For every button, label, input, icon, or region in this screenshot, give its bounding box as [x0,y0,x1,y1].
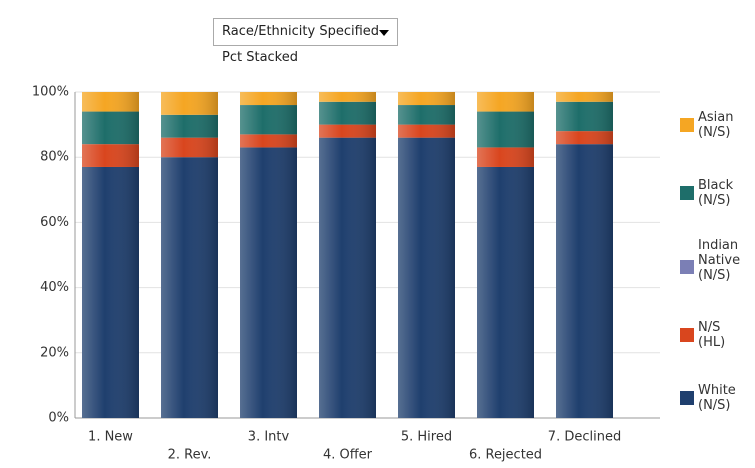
x-tick-label: 3. Intv [248,430,290,445]
dropdown-arrow[interactable] [379,30,389,36]
x-tick-label: 2. Rev. [168,448,212,463]
bar-shade [161,92,218,418]
y-tick-label: 0% [48,411,69,426]
y-tick-label: 100% [32,85,69,100]
legend-swatch [680,186,694,200]
legend-label: Asian (N/S) [698,110,734,140]
legend-swatch [680,391,694,405]
x-tick-label: 4. Offer [323,448,373,463]
legend-label: Indian Native (N/S) [698,238,741,283]
bar-shade [82,92,139,418]
bar-shade [319,92,376,418]
legend-swatch [680,328,694,342]
bar-shade [240,92,297,418]
bar-shade [477,92,534,418]
y-tick-label: 60% [40,215,69,230]
dropdown[interactable]: Race/Ethnicity Specified - Pct Stacked [213,18,398,65]
x-tick-label: 1. New [88,430,133,445]
legend-swatch [680,118,694,132]
x-tick-label: 7. Declined [548,430,621,445]
legend-label: Black (N/S) [698,178,734,208]
x-tick-label: 5. Hired [401,430,452,445]
dropdown-text: Race/Ethnicity Specified - Pct Stacked [222,24,388,65]
legend-swatch [680,260,694,274]
x-tick-label: 6. Rejected [469,448,542,463]
bar-shade [556,92,613,418]
legend-label: N/S (HL) [698,320,726,350]
legend-label: White (N/S) [698,383,736,413]
bar-shade [398,92,455,418]
y-tick-label: 20% [40,345,69,360]
y-tick-label: 80% [40,150,69,165]
y-tick-label: 40% [40,280,69,295]
